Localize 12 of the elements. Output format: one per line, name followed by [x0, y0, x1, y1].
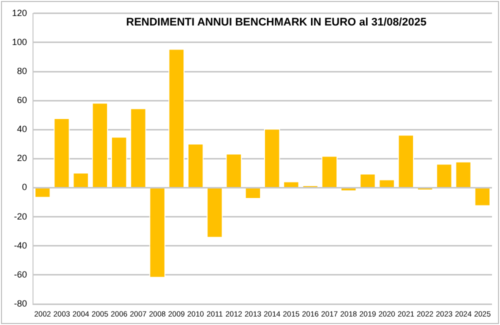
y-tick-label: -60 — [14, 269, 28, 280]
y-tick-label: -80 — [14, 298, 28, 308]
y-tick-label: -40 — [14, 240, 28, 250]
y-tick-label: 40 — [17, 124, 28, 134]
y-tick-label: -20 — [14, 211, 28, 222]
y-tick-label: 60 — [17, 95, 28, 106]
y-tick-label: 20 — [17, 153, 28, 164]
y-tick-label: 0 — [22, 182, 28, 192]
y-tick-label: 120 — [12, 8, 28, 18]
y-tick-label: 80 — [17, 66, 28, 76]
chart-title: RENDIMENTI ANNUI BENCHMARK IN EURO al 31/08/2025 — [126, 16, 426, 28]
y-tick-label: 100 — [12, 36, 28, 47]
